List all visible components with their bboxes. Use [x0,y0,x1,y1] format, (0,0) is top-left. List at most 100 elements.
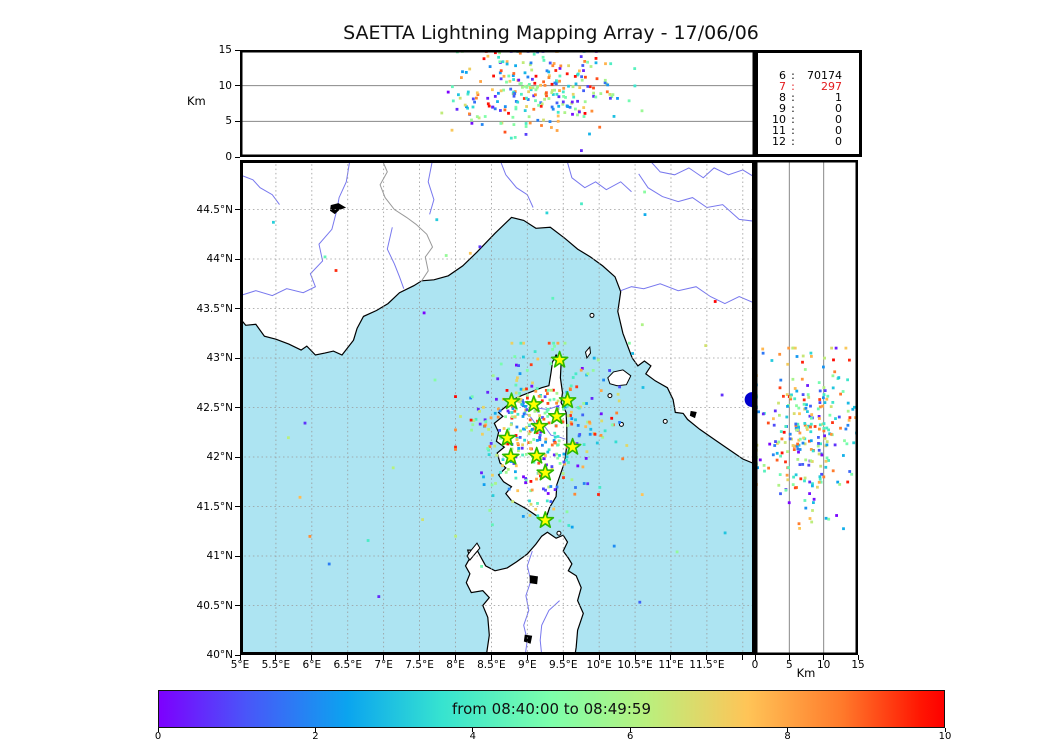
vhf-source-dot [796,422,800,426]
vhf-source-dot [817,448,821,452]
vhf-source-dot [805,403,808,407]
vhf-source-dot [472,419,476,422]
vhf-source-dot [528,63,532,67]
vhf-source-dot [782,394,785,398]
vhf-source-dot [532,427,536,431]
vhf-source-dot [533,81,537,85]
vhf-source-dot [529,88,533,92]
vhf-source-dot [506,442,510,446]
vhf-source-dot [484,420,488,423]
vhf-source-dot [510,411,514,414]
vhf-source-dot [516,100,520,104]
vhf-source-dot [576,113,579,117]
vhf-source-dot [528,430,532,433]
vhf-source-dot [803,422,807,425]
vhf-source-dot [818,477,822,481]
vhf-source-dot [525,85,529,89]
vhf-source-dot [488,65,492,68]
vhf-source-dot [772,417,775,421]
vhf-source-dot [552,388,555,392]
vhf-source-dot [594,95,598,99]
altitude-axis-label: Km [187,94,206,108]
vhf-source-dot [530,68,534,72]
vhf-source-dot [796,458,800,461]
vhf-source-dot [545,463,548,467]
vhf-source-dot [491,473,494,477]
vhf-source-dot [498,71,502,75]
vhf-source-dot [563,462,566,466]
vhf-source-dot [498,51,501,55]
vhf-source-dot [582,443,586,446]
vhf-source-dot [606,83,610,87]
vhf-source-dot [851,407,855,411]
vhf-source-dot [811,482,814,486]
vhf-source-dot [491,374,495,378]
vhf-source-dot [756,466,759,470]
vhf-source-dot [469,396,473,400]
vhf-source-dot [807,396,811,399]
vhf-source-dot [817,442,820,445]
tick-mark [598,655,600,660]
vhf-source-dot [784,425,788,428]
vhf-source-dot [544,440,547,444]
vhf-source-dot [563,341,567,345]
vhf-source-dot [844,346,848,350]
vhf-source-dot [616,97,619,100]
vhf-source-dot [536,118,540,122]
tick-mark [526,655,528,660]
vhf-source-dot [529,363,533,367]
vhf-source-dot [421,518,424,521]
vhf-source-dot [454,428,457,432]
lon-tick-label: 8°E [446,659,465,671]
vhf-source-dot [573,492,577,496]
vhf-source-dot [539,456,543,460]
vhf-source-dot [521,85,524,89]
vhf-source-dot [575,385,579,389]
vhf-source-dot [594,57,598,60]
vhf-source-dot [603,81,607,85]
station-star [550,350,569,368]
vhf-source-dot [793,486,797,490]
vhf-source-dot [433,378,437,382]
vhf-source-dot [464,71,468,74]
vhf-source-dot [798,463,802,466]
vhf-source-dot [555,92,559,96]
vhf-source-dot [810,413,814,416]
vhf-source-dot [561,472,565,475]
vhf-source-dot [569,414,572,417]
vhf-source-dot [586,420,589,424]
vhf-source-dot [468,67,472,71]
vhf-source-dot [825,397,829,401]
vhf-source-dot [842,527,845,531]
vhf-source-dot [468,251,472,255]
vhf-source-dot [839,426,842,430]
vhf-source-dot [536,357,540,361]
vhf-source-dot [802,436,805,440]
stats-count: 0 [835,135,842,148]
vhf-source-dot [486,96,490,100]
vhf-source-dot [535,439,539,442]
vhf-source-dot [577,406,581,410]
vhf-source-dot [795,404,798,408]
vhf-source-dot [565,455,569,459]
vhf-source-dot [499,69,503,73]
colorbar-tick-label: 0 [154,731,162,742]
vhf-source-dot [578,69,581,73]
vhf-source-dot [513,355,517,358]
vhf-source-dot [546,450,550,454]
lon-tick-label: 11.5°E [689,659,725,671]
vhf-source-dot [610,423,614,427]
vhf-source-dot [777,440,781,444]
station-star [498,428,517,446]
vhf-source-dot [521,515,525,518]
vhf-source-dot [803,442,807,446]
vhf-source-dot [827,517,831,521]
vhf-source-dot [507,74,511,78]
vhf-source-dot [537,394,541,398]
vhf-source-dot [528,418,532,422]
lon-tick-label: 10.5°E [617,659,653,671]
vhf-source-dot [506,468,510,471]
vhf-source-dot [551,296,555,300]
vhf-source-dot [514,383,518,387]
vhf-source-dot [576,72,580,76]
